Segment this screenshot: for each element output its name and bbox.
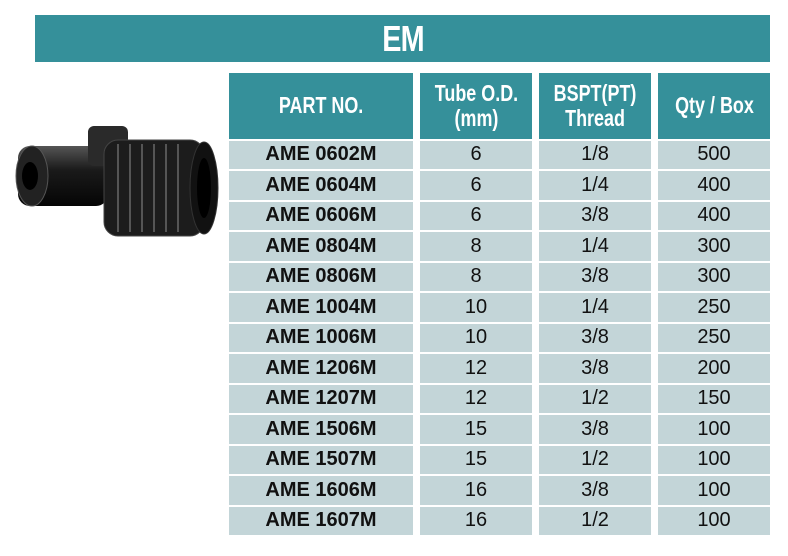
cell-bspt-thread: 1/4 (539, 293, 651, 322)
cell-bspt-thread: 1/2 (539, 384, 651, 413)
cell-tube-od: 10 (420, 323, 532, 352)
cell-part-no: AME 1606M (229, 476, 413, 505)
table-row: AME 0804M 8 1/4 300 (229, 232, 770, 261)
cell-qty-box: 500 (658, 140, 770, 169)
cell-part-no: AME 1607M (229, 506, 413, 535)
cell-qty-box: 400 (658, 201, 770, 230)
cell-tube-od: 6 (420, 171, 532, 200)
cell-bspt-thread: 3/8 (539, 354, 651, 383)
cell-qty-box: 100 (658, 476, 770, 505)
section-title: EM (35, 15, 770, 62)
cell-part-no: AME 1506M (229, 415, 413, 444)
cell-qty-box: 150 (658, 384, 770, 413)
cell-qty-box: 250 (658, 323, 770, 352)
cell-bspt-thread: 1/4 (539, 171, 651, 200)
cell-tube-od: 8 (420, 232, 532, 261)
cell-qty-box: 300 (658, 232, 770, 261)
table-row: AME 1004M 10 1/4 250 (229, 293, 770, 322)
table-row: AME 1606M 16 3/8 100 (229, 476, 770, 505)
cell-bspt-thread: 1/2 (539, 506, 651, 535)
header-tube-od: Tube O.D. (mm) (420, 72, 532, 139)
table-row: AME 1206M 12 3/8 200 (229, 354, 770, 383)
cell-qty-box: 100 (658, 445, 770, 474)
table-row: AME 0602M 6 1/8 500 (229, 140, 770, 169)
cell-tube-od: 8 (420, 262, 532, 291)
cell-tube-od: 15 (420, 445, 532, 474)
header-bspt-thread: BSPT(PT) Thread (539, 72, 651, 139)
table-row: AME 0806M 8 3/8 300 (229, 262, 770, 291)
cell-bspt-thread: 3/8 (539, 262, 651, 291)
cell-bspt-thread: 1/8 (539, 140, 651, 169)
cell-part-no: AME 0604M (229, 171, 413, 200)
table-row: AME 0604M 6 1/4 400 (229, 171, 770, 200)
cell-tube-od: 15 (420, 415, 532, 444)
table-row: AME 1207M 12 1/2 150 (229, 384, 770, 413)
cell-tube-od: 12 (420, 384, 532, 413)
cell-qty-box: 200 (658, 354, 770, 383)
header-part-no: PART NO. (229, 72, 413, 139)
table-row: AME 1507M 15 1/2 100 (229, 445, 770, 474)
cell-part-no: AME 0602M (229, 140, 413, 169)
cell-bspt-thread: 3/8 (539, 201, 651, 230)
cell-bspt-thread: 3/8 (539, 323, 651, 352)
cell-part-no: AME 1004M (229, 293, 413, 322)
table-row: AME 1006M 10 3/8 250 (229, 323, 770, 352)
cell-qty-box: 300 (658, 262, 770, 291)
cell-tube-od: 16 (420, 506, 532, 535)
cell-tube-od: 16 (420, 476, 532, 505)
cell-part-no: AME 1207M (229, 384, 413, 413)
cell-qty-box: 100 (658, 506, 770, 535)
cell-qty-box: 400 (658, 171, 770, 200)
cell-qty-box: 100 (658, 415, 770, 444)
cell-qty-box: 250 (658, 293, 770, 322)
cell-tube-od: 12 (420, 354, 532, 383)
cell-tube-od: 10 (420, 293, 532, 322)
elbow-fitting-image (15, 126, 219, 237)
header-qty-box: Qty / Box (658, 72, 770, 139)
cell-tube-od: 6 (420, 140, 532, 169)
cell-bspt-thread: 3/8 (539, 415, 651, 444)
cell-bspt-thread: 1/2 (539, 445, 651, 474)
cell-part-no: AME 0804M (229, 232, 413, 261)
table-row: AME 0606M 6 3/8 400 (229, 201, 770, 230)
table-header-row: PART NO. Tube O.D. (mm) BSPT(PT) Thread … (229, 72, 770, 139)
cell-part-no: AME 0806M (229, 262, 413, 291)
parts-table: PART NO. Tube O.D. (mm) BSPT(PT) Thread … (222, 71, 777, 538)
table-row: AME 1506M 15 3/8 100 (229, 415, 770, 444)
cell-tube-od: 6 (420, 201, 532, 230)
cell-bspt-thread: 3/8 (539, 476, 651, 505)
cell-part-no: AME 1507M (229, 445, 413, 474)
cell-part-no: AME 0606M (229, 201, 413, 230)
cell-part-no: AME 1206M (229, 354, 413, 383)
cell-part-no: AME 1006M (229, 323, 413, 352)
table-row: AME 1607M 16 1/2 100 (229, 506, 770, 535)
cell-bspt-thread: 1/4 (539, 232, 651, 261)
